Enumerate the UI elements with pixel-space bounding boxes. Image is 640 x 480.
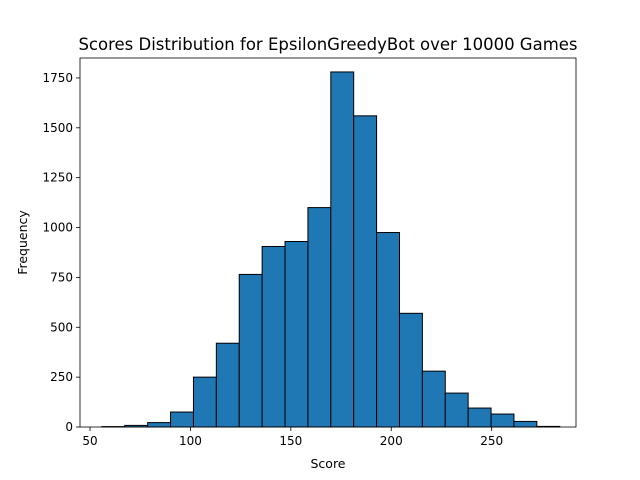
- y-tick-label: 250: [50, 370, 73, 384]
- histogram-bar: [238, 273, 263, 428]
- histogram-bar: [261, 245, 286, 428]
- histogram-bar: [330, 71, 355, 428]
- y-axis-ticks: 0 250 500 750 1000 1250 1500 1750: [42, 71, 80, 434]
- y-tick-label: 1500: [42, 121, 73, 135]
- y-tick-label: 1000: [42, 221, 73, 235]
- histogram-bar: [353, 115, 378, 428]
- histogram-bar: [215, 342, 240, 428]
- chart-title: Scores Distribution for EpsilonGreedyBot…: [78, 35, 577, 54]
- y-axis-label: Frequency: [15, 210, 30, 275]
- x-tick-label: 200: [380, 434, 403, 448]
- y-tick-label: 1750: [42, 71, 73, 85]
- y-tick-label: 1250: [42, 171, 73, 185]
- y-tick-label: 500: [50, 320, 73, 334]
- y-tick-label: 750: [50, 270, 73, 284]
- histogram-bar: [444, 392, 469, 428]
- histogram-bar: [170, 411, 194, 428]
- y-tick-label: 0: [65, 420, 73, 434]
- histogram-bar: [192, 376, 217, 428]
- x-axis-ticks: 50 100 150 200 250: [82, 427, 503, 448]
- histogram-bar: [284, 241, 309, 428]
- x-tick-label: 150: [279, 434, 302, 448]
- x-tick-label: 250: [480, 434, 503, 448]
- histogram-bar: [490, 413, 515, 428]
- histogram-bar: [513, 420, 538, 428]
- histogram-bar: [376, 232, 400, 428]
- x-axis-label: Score: [310, 456, 345, 471]
- x-tick-label: 100: [179, 434, 202, 448]
- histogram-bar: [421, 370, 446, 428]
- plot-frame: [79, 57, 577, 428]
- histogram-bar: [467, 407, 492, 428]
- histogram-bar: [398, 312, 423, 428]
- histogram-bar: [307, 207, 332, 428]
- histogram-bar: [147, 422, 172, 428]
- x-tick-label: 50: [82, 434, 97, 448]
- bars-group: [101, 71, 561, 428]
